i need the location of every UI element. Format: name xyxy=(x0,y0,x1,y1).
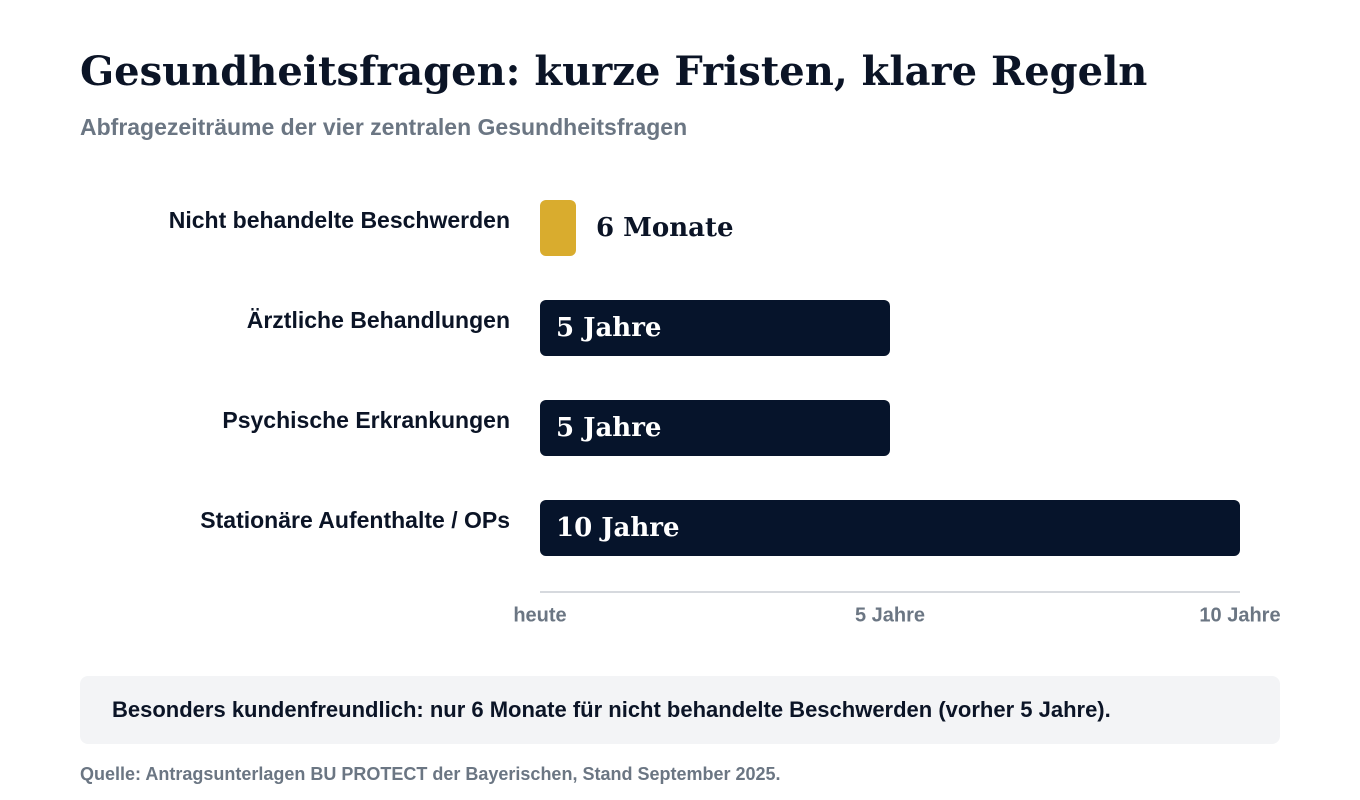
category-label: Ärztliche Behandlungen xyxy=(247,307,510,333)
source-note: Quelle: Antragsunterlagen BU PROTECT der… xyxy=(80,764,781,784)
chart-title: Gesundheitsfragen: kurze Fristen, klare … xyxy=(80,48,1148,95)
bar xyxy=(540,400,890,456)
category-label: Nicht behandelte Beschwerden xyxy=(169,207,510,233)
bar xyxy=(540,500,1240,556)
bar xyxy=(540,300,890,356)
callout-text: Besonders kundenfreundlich: nur 6 Monate… xyxy=(112,697,1111,722)
x-tick-label: heute xyxy=(513,604,566,626)
bar xyxy=(540,200,576,256)
chart-subtitle: Abfragezeiträume der vier zentralen Gesu… xyxy=(80,114,688,140)
category-label: Psychische Erkrankungen xyxy=(222,407,510,433)
value-label: 6 Monate xyxy=(596,213,734,243)
value-label: 5 Jahre xyxy=(556,413,661,443)
bar-chart: Nicht behandelte Beschwerden 6 Monate Ärzt… xyxy=(169,200,1281,626)
value-label: 10 Jahre xyxy=(556,513,680,543)
value-label: 5 Jahre xyxy=(556,313,661,343)
x-tick-label: 5 Jahre xyxy=(855,604,925,626)
category-label: Stationäre Aufenthalte / OPs xyxy=(200,507,510,533)
x-tick-label: 10 Jahre xyxy=(1199,604,1280,626)
highlight-callout: Besonders kundenfreundlich: nur 6 Monate… xyxy=(80,676,1280,744)
